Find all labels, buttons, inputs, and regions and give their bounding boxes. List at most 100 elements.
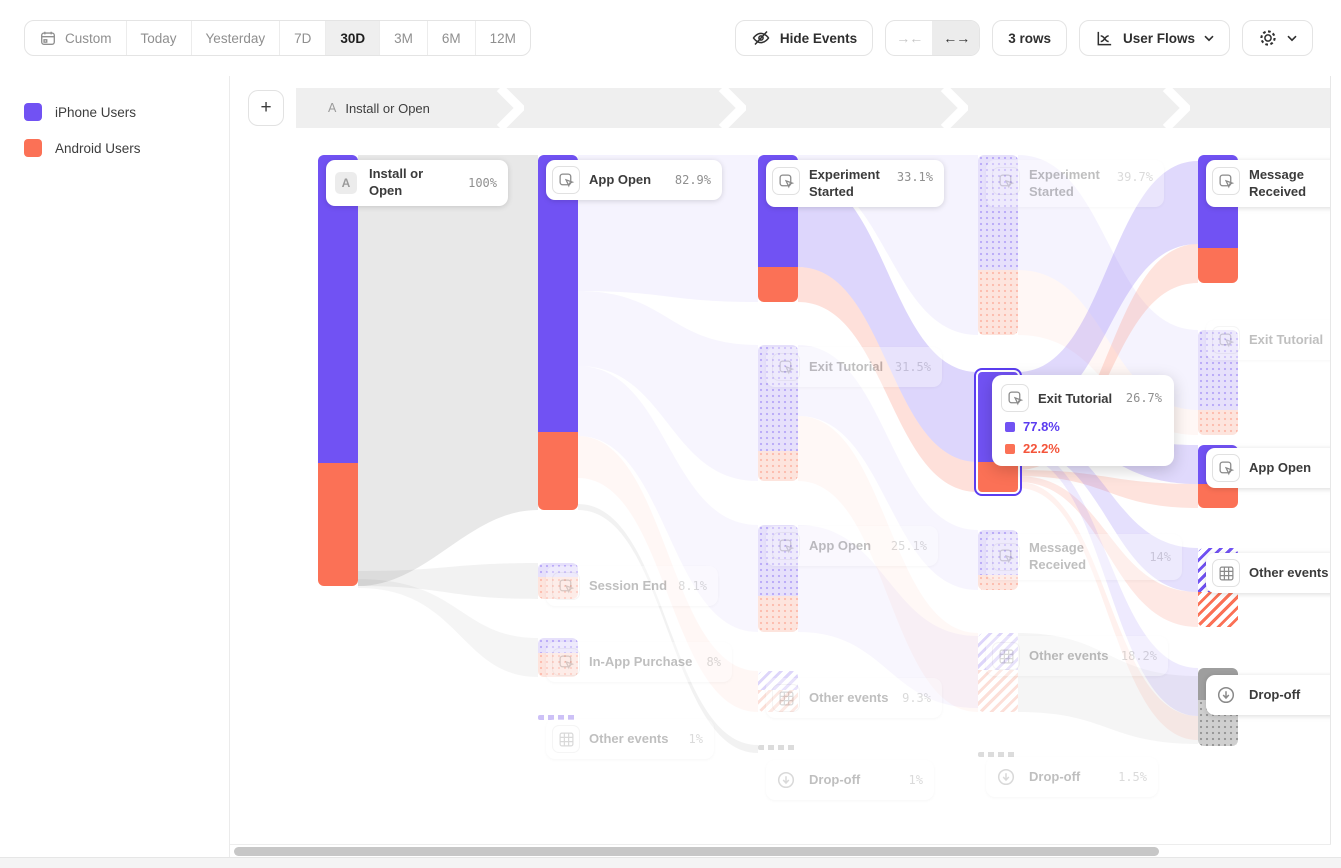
chevron-right-icon: [1162, 88, 1190, 128]
flow-node-card-experiment-started-3[interactable]: Experiment Started 33.1%: [766, 160, 944, 207]
date-range-label: Custom: [65, 30, 112, 46]
horizontal-scrollbar-thumb[interactable]: [234, 847, 1159, 856]
flow-node-card-message-received-4[interactable]: Message Received 14%: [986, 534, 1182, 580]
toolbar-right: Hide Events →← ←→ 3 rows User Flows: [734, 20, 1313, 56]
legend-item-android[interactable]: Android Users: [24, 130, 229, 166]
iphone-color-swatch: [24, 103, 42, 121]
rows-button[interactable]: 3 rows: [992, 20, 1067, 56]
flow-node-tooltip-exit-tutorial[interactable]: Exit Tutorial 26.7% 77.8% 22.2%: [992, 375, 1174, 466]
chevron-right-icon: [718, 88, 746, 128]
android-color-swatch: [1005, 443, 1015, 454]
series-legend: iPhone Users Android Users: [0, 76, 230, 857]
chevron-down-icon: [1204, 35, 1214, 42]
flow-node-bar-other-events-3[interactable]: [758, 671, 798, 712]
flow-node-bar-session-end[interactable]: [538, 563, 578, 599]
flow-node-bar-experiment-started-3[interactable]: [758, 155, 798, 302]
view-selector-button[interactable]: User Flows: [1078, 20, 1230, 56]
date-range-30d[interactable]: 30D: [326, 21, 381, 55]
event-icon: [992, 542, 1020, 571]
flow-ribbons: [358, 155, 1198, 753]
android-color-swatch: [24, 139, 42, 157]
chevron-right-icon: [940, 88, 968, 128]
expand-columns-button[interactable]: ←→: [933, 21, 980, 55]
plus-icon: +: [260, 97, 272, 118]
hide-events-button[interactable]: Hide Events: [734, 20, 874, 56]
flow-node-card-drop-off-4[interactable]: Drop-off 1.5%: [986, 757, 1158, 797]
breadcrumb[interactable]: A Install or Open: [296, 88, 1330, 128]
bottom-strip: [0, 857, 1341, 868]
breadcrumb-step-label: Install or Open: [345, 100, 430, 116]
legend-item-iphone[interactable]: iPhone Users: [24, 94, 229, 130]
flow-node-card-app-open-3[interactable]: App Open 25.1%: [766, 526, 938, 566]
add-step-button[interactable]: +: [248, 90, 284, 126]
flow-node-card-exit-tutorial-5[interactable]: Exit Tutorial: [1206, 320, 1330, 360]
chevron-down-icon: [1287, 35, 1297, 42]
flow-node-card-session-end[interactable]: Session End 8.1%: [546, 566, 718, 606]
flow-node-bar-drop-off-3[interactable]: [758, 745, 798, 750]
flow-node-bar-install-or-open[interactable]: [318, 155, 358, 586]
grid-icon: [992, 642, 1020, 670]
date-range-12m[interactable]: 12M: [489, 30, 516, 46]
tooltip-iphone-share: 77.8%: [1005, 419, 1162, 434]
flow-node-card-exit-tutorial-3[interactable]: Exit Tutorial 31.5%: [766, 347, 942, 387]
event-icon: [552, 572, 580, 600]
event-icon: [772, 167, 800, 195]
drop-off-icon: [992, 763, 1020, 791]
sankey-chart: + A Install or Open: [230, 76, 1331, 844]
flow-node-bar-app-open-2[interactable]: [538, 155, 578, 510]
drop-off-icon: [772, 766, 800, 794]
drop-off-icon: [1212, 681, 1240, 709]
flow-node-card-message-received-5[interactable]: Message Received: [1206, 160, 1330, 207]
expand-collapse-group: →← ←→: [885, 20, 981, 56]
flow-node-card-other-events-3[interactable]: Other events 9.3%: [766, 678, 942, 718]
event-icon: [1212, 167, 1240, 195]
flow-node-card-drop-off-3[interactable]: Drop-off 1%: [766, 760, 934, 800]
flow-node-card-app-open-5[interactable]: App Open: [1206, 448, 1330, 488]
flow-node-card-other-events-5[interactable]: Other events: [1206, 553, 1330, 593]
date-range-6m[interactable]: 6M: [428, 21, 476, 55]
iphone-color-swatch: [1005, 421, 1015, 432]
date-range-3m[interactable]: 3M: [380, 21, 428, 55]
tooltip-android-share: 22.2%: [1005, 441, 1162, 456]
collapse-columns-button[interactable]: →←: [886, 21, 934, 55]
flow-node-card-install-or-open[interactable]: A Install or Open 100%: [326, 160, 508, 206]
flow-node-bar-experiment-started-4[interactable]: [978, 155, 1018, 335]
grid-icon: [772, 684, 800, 712]
date-range-group: Custom Today Yesterday 7D 30D 3M 6M 12M: [24, 20, 531, 56]
date-range-today[interactable]: Today: [127, 21, 192, 55]
flows-chart-icon: [1095, 29, 1114, 48]
flow-node-card-app-open-2[interactable]: App Open 82.9%: [546, 160, 722, 200]
flow-node-card-other-events-4[interactable]: Other events 18.2%: [986, 636, 1168, 676]
flow-node-card-experiment-started-4[interactable]: Experiment Started 39.7%: [986, 160, 1164, 207]
step-a-badge: A: [335, 171, 357, 194]
grid-icon: [552, 725, 580, 753]
event-icon: [552, 648, 580, 676]
flow-node-bar-exit-tutorial-5[interactable]: [1198, 330, 1238, 435]
event-icon: [1212, 454, 1240, 482]
flow-node-bar-exit-tutorial-3[interactable]: [758, 345, 798, 481]
flow-node-bar-other-events-2[interactable]: [538, 715, 578, 720]
eye-off-icon: [751, 28, 771, 48]
chevron-right-icon: [496, 88, 524, 128]
date-range-yesterday[interactable]: Yesterday: [192, 21, 281, 55]
event-icon: [772, 532, 800, 560]
event-icon: [1001, 384, 1029, 412]
grid-icon: [1212, 559, 1240, 587]
flow-node-card-drop-off-5[interactable]: Drop-off: [1206, 675, 1330, 715]
gear-icon: [1258, 28, 1278, 48]
event-icon: [772, 353, 800, 381]
date-range-custom[interactable]: Custom: [25, 21, 127, 55]
flow-node-bar-other-events-4[interactable]: [978, 633, 1018, 712]
event-icon: [552, 166, 580, 194]
horizontal-scrollbar[interactable]: [230, 844, 1331, 857]
toolbar: Custom Today Yesterday 7D 30D 3M 6M 12M …: [0, 0, 1341, 76]
flow-node-card-other-events-2[interactable]: Other events 1%: [546, 719, 714, 759]
event-icon: [1212, 326, 1240, 354]
date-range-7d[interactable]: 7D: [280, 21, 327, 55]
settings-button[interactable]: [1242, 20, 1313, 56]
flow-node-bar-drop-off-4[interactable]: [978, 752, 1018, 757]
event-icon: [992, 167, 1020, 195]
flow-node-card-in-app-purchase[interactable]: In-App Purchase 8%: [546, 642, 732, 682]
breadcrumb-step-badge: A: [328, 101, 337, 115]
